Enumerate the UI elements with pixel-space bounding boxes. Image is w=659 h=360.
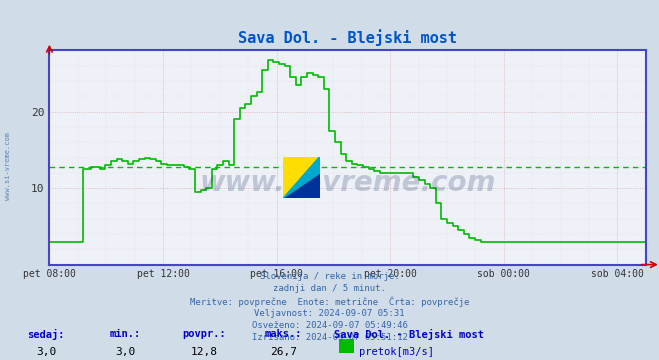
Text: Veljavnost: 2024-09-07 05:31: Veljavnost: 2024-09-07 05:31 xyxy=(254,309,405,318)
Text: www.si-vreme.com: www.si-vreme.com xyxy=(200,169,496,197)
Text: povpr.:: povpr.: xyxy=(183,329,226,339)
Title: Sava Dol. - Blejski most: Sava Dol. - Blejski most xyxy=(238,30,457,46)
Text: 3,0: 3,0 xyxy=(115,347,135,357)
Text: Sava Dol. - Blejski most: Sava Dol. - Blejski most xyxy=(333,329,484,341)
Text: 3,0: 3,0 xyxy=(36,347,56,357)
Text: min.:: min.: xyxy=(109,329,141,339)
Text: Meritve: povprečne  Enote: metrične  Črta: povprečje: Meritve: povprečne Enote: metrične Črta:… xyxy=(190,296,469,307)
Text: 26,7: 26,7 xyxy=(270,347,297,357)
Text: Osveženo: 2024-09-07 05:49:46: Osveženo: 2024-09-07 05:49:46 xyxy=(252,321,407,330)
Text: zadnji dan / 5 minut.: zadnji dan / 5 minut. xyxy=(273,284,386,293)
Polygon shape xyxy=(283,157,320,198)
Text: www.si-vreme.com: www.si-vreme.com xyxy=(5,132,11,199)
Text: pretok[m3/s]: pretok[m3/s] xyxy=(359,347,434,357)
Text: 12,8: 12,8 xyxy=(191,347,217,357)
Text: Slovenija / reke in morje.: Slovenija / reke in morje. xyxy=(260,272,399,281)
Text: Izrisano: 2024-09-07 05:51:12: Izrisano: 2024-09-07 05:51:12 xyxy=(252,333,407,342)
Text: maks.:: maks.: xyxy=(265,329,302,339)
Text: sedaj:: sedaj: xyxy=(28,329,65,341)
Polygon shape xyxy=(283,157,320,198)
Polygon shape xyxy=(283,157,320,198)
